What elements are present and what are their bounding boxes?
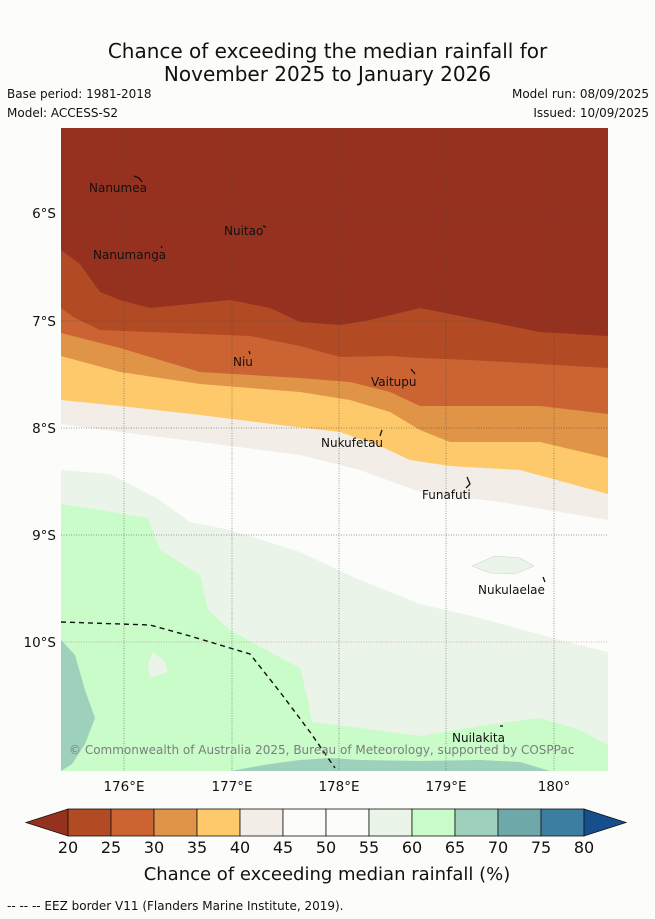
place-label-nanumanga: Nanumanga [93, 248, 166, 262]
model-name: Model: ACCESS-S2 [7, 106, 119, 120]
title-line-2: November 2025 to January 2026 [163, 62, 492, 86]
colorbar-segment [67, 808, 112, 837]
colorbar-segment [540, 808, 585, 837]
lon-tick-177e: 177°E [211, 779, 252, 795]
colorbar-segment [368, 808, 413, 837]
colorbar-tick-label: 45 [273, 838, 293, 857]
colorbar-title: Chance of exceeding median rainfall (%) [144, 864, 511, 885]
place-label-funafuti: Funafuti [422, 488, 471, 502]
lat-tick-10s: 10°S [24, 635, 57, 651]
colorbar-extend-low [24, 808, 69, 837]
place-label-nukulaelae: Nukulaelae [478, 583, 545, 597]
colorbar-tick-label: 70 [488, 838, 508, 857]
colorbar-tick-label: 30 [144, 838, 164, 857]
probability-contours: Nanumea Nuitao Nanumanga Niu Vaitupu Nuk… [61, 128, 608, 771]
model-run: Model run: 08/09/2025 [511, 87, 649, 101]
lon-tick-180: 180° [538, 779, 571, 795]
colorbar-segment [325, 808, 370, 837]
place-label-nukufetau: Nukufetau [321, 436, 383, 450]
colorbar-segment [497, 808, 542, 837]
colorbar-tick-label: 40 [230, 838, 250, 857]
lon-tick-178e: 178°E [318, 779, 359, 795]
lon-tick-176e: 176°E [103, 779, 144, 795]
colorbar-tick-label: 60 [402, 838, 422, 857]
island-marks [133, 175, 546, 727]
lat-tick-8s: 8°S [32, 421, 56, 437]
colorbar-segment [282, 808, 327, 837]
band-65-70-south [230, 758, 550, 771]
band-65-70 [61, 640, 95, 771]
eez-border [61, 621, 336, 769]
place-label-nuilakita: Nuilakita [452, 731, 505, 745]
colorbar-tick-label: 75 [531, 838, 551, 857]
lat-tick-6s: 6°S [32, 206, 56, 222]
colorbar-segment [110, 808, 155, 837]
colorbar-segment [454, 808, 499, 837]
issued-date: Issued: 10/09/2025 [533, 106, 649, 120]
colorbar-tick-label: 50 [316, 838, 336, 857]
copyright-notice: © Commonwealth of Australia 2025, Bureau… [69, 743, 574, 757]
base-period: Base period: 1981-2018 [7, 87, 152, 101]
colorbar-tick-label: 25 [101, 838, 121, 857]
colorbar-tick-label: 65 [445, 838, 465, 857]
colorbar-extend-high [583, 808, 628, 837]
colorbar: 20 25 30 35 40 45 50 55 60 65 70 75 80 [24, 808, 628, 857]
place-label-niu: Niu [233, 355, 253, 369]
colorbar-segment [196, 808, 241, 837]
band-55-60-hole [148, 652, 168, 678]
lat-tick-9s: 9°S [32, 528, 56, 544]
colorbar-segment [239, 808, 284, 837]
colorbar-tick-label: 55 [359, 838, 379, 857]
lat-tick-7s: 7°S [32, 314, 56, 330]
colorbar-tick-label: 35 [187, 838, 207, 857]
place-label-nuitao: Nuitao [224, 224, 263, 238]
band-55-60-patch [471, 555, 535, 575]
place-label-nanumea: Nanumea [89, 181, 147, 195]
band-below-20 [61, 128, 608, 336]
band-60-65 [61, 504, 608, 771]
lon-tick-179e: 179°E [425, 779, 466, 795]
title-line-1: Chance of exceeding the median rainfall … [107, 39, 548, 63]
colorbar-segment [411, 808, 456, 837]
place-label-vaitupu: Vaitupu [371, 375, 417, 389]
colorbar-segment [153, 808, 198, 837]
colorbar-tick-label: 20 [58, 838, 78, 857]
graticule [61, 128, 608, 771]
footnote-eez: -- -- -- EEZ border V11 (Flanders Marine… [7, 899, 344, 913]
colorbar-tick-label: 80 [574, 838, 594, 857]
